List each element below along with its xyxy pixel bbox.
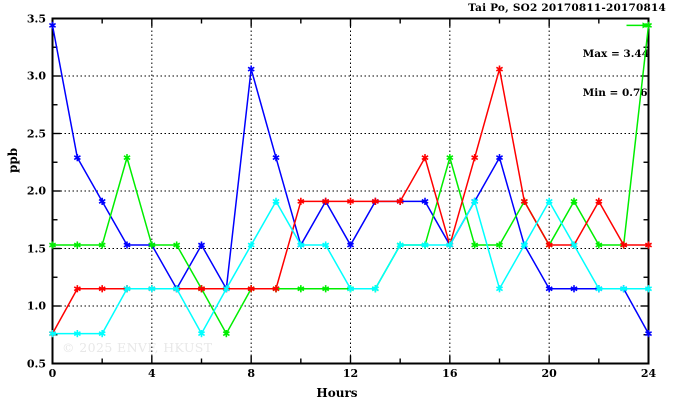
y-tick-label: 1.5 bbox=[26, 242, 46, 255]
y-tick-label: 2.5 bbox=[26, 127, 46, 140]
max-label: Max = 3.44 bbox=[582, 48, 649, 60]
x-tick-label: 16 bbox=[442, 367, 458, 380]
x-tick-label: 20 bbox=[541, 367, 557, 380]
series-day4 bbox=[48, 197, 653, 338]
x-tick-label: 12 bbox=[342, 367, 359, 380]
watermark: © 2025 ENVF, HKUST bbox=[62, 340, 213, 355]
x-tick-label: 8 bbox=[247, 367, 255, 380]
plot-frame bbox=[51, 17, 650, 365]
grid-lines bbox=[52, 18, 649, 364]
y-tick-label: 1.0 bbox=[26, 299, 46, 313]
x-axis-label: Hours bbox=[316, 386, 358, 400]
y-tick-label: 3.5 bbox=[26, 12, 46, 25]
y-tick-label: 2.0 bbox=[26, 184, 46, 198]
x-tick-label: 0 bbox=[48, 367, 57, 380]
x-tick-label: 24 bbox=[640, 367, 657, 380]
y-tick-label: 0.5 bbox=[26, 357, 46, 370]
chart-title: Tai Po, SO2 20170811-20170814 bbox=[468, 2, 666, 14]
y-axis-ticks: 0.5 1.0 1.5 2.0 2.5 3.0 3.5 bbox=[0, 0, 46, 409]
x-tick-label: 4 bbox=[148, 367, 156, 380]
data-series-layer bbox=[48, 21, 653, 338]
max-marker-arrow bbox=[626, 22, 649, 29]
y-tick-label: 3.0 bbox=[26, 69, 46, 83]
